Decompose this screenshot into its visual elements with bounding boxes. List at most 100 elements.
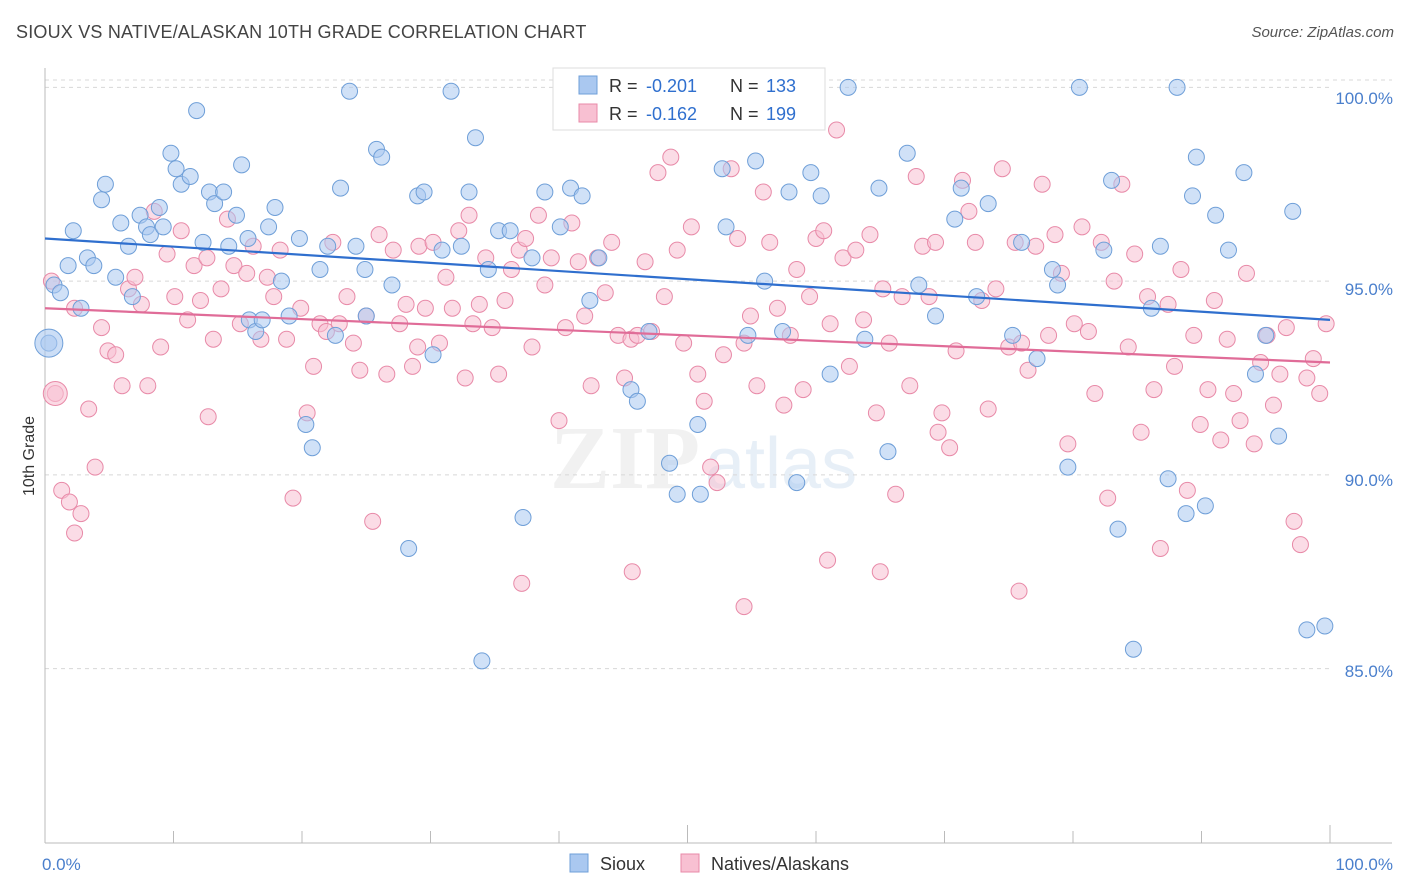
native-point [596, 284, 614, 302]
native-point [993, 160, 1011, 178]
native-point [874, 280, 892, 298]
r-label: R = [609, 76, 638, 96]
native-point [456, 369, 474, 387]
native-point [502, 261, 520, 278]
sioux-point [780, 183, 798, 201]
native-point [741, 307, 759, 325]
native-point [1311, 385, 1329, 402]
native-point [929, 423, 947, 441]
native-point [460, 206, 478, 224]
sioux-point [739, 326, 757, 344]
native-point [172, 222, 190, 240]
native-point [384, 241, 402, 259]
native-point [344, 334, 362, 352]
native-point [443, 299, 461, 317]
native-point [1185, 326, 1203, 344]
native-point [265, 288, 283, 306]
native-point [1132, 423, 1150, 441]
y-tick-label: 90.0% [1345, 471, 1393, 490]
native-point [271, 241, 289, 259]
native-point [689, 365, 707, 383]
sioux-point [452, 237, 470, 255]
sioux-point [357, 307, 375, 325]
sioux-point [1168, 78, 1186, 96]
sioux-point [473, 652, 491, 670]
sioux-point [870, 179, 888, 197]
native-point [582, 377, 600, 395]
native-point [258, 268, 276, 286]
native-point [529, 206, 547, 224]
native-point [1317, 315, 1335, 333]
native-point [191, 292, 209, 309]
native-point [794, 381, 812, 399]
native-point [1099, 489, 1117, 507]
native-point [668, 241, 686, 259]
sioux-point [1184, 187, 1202, 205]
native-point [72, 505, 90, 523]
sioux-point [802, 164, 820, 182]
native-point [212, 280, 230, 298]
native-point [139, 377, 157, 395]
sioux-point [812, 187, 830, 205]
native-point [861, 226, 879, 244]
native-point [107, 346, 125, 364]
native-point [1151, 540, 1169, 557]
sioux-point [141, 226, 159, 244]
native-point [204, 330, 222, 348]
sioux-point [162, 144, 180, 162]
sioux-point [1059, 458, 1077, 476]
native-point [1199, 381, 1217, 399]
native-points [42, 121, 1335, 616]
native-point [1285, 512, 1303, 530]
native-point [42, 381, 68, 406]
native-point [834, 249, 852, 267]
native-point [86, 458, 104, 476]
sioux-point [1070, 78, 1088, 96]
sioux-point [774, 323, 792, 340]
native-point [1245, 435, 1263, 453]
native-point [490, 365, 508, 383]
native-point [1119, 338, 1137, 356]
native-point [404, 357, 422, 375]
native-point [1191, 416, 1209, 433]
sioux-trendline [44, 237, 1331, 321]
native-point [126, 268, 144, 286]
native-point [649, 164, 667, 182]
sioux-point [167, 160, 185, 178]
native-point [775, 396, 793, 414]
native-point [464, 315, 482, 333]
native-point [768, 299, 786, 317]
native-point [338, 288, 356, 306]
native-point [1033, 175, 1051, 193]
sioux-point [479, 261, 497, 278]
native-point [933, 404, 951, 422]
sioux-point [400, 540, 418, 557]
sioux-point [1316, 617, 1334, 635]
sioux-point [1207, 206, 1225, 224]
native-point [729, 230, 747, 247]
sioux-point [1004, 326, 1022, 344]
sioux-point [188, 102, 206, 120]
native-point [907, 168, 925, 185]
sioux-point [661, 454, 679, 472]
native-point [410, 237, 428, 255]
sioux-point [239, 230, 257, 247]
y-axis-label: 10th Grade [21, 416, 38, 496]
native-point [761, 233, 779, 251]
sioux-point [717, 218, 735, 236]
sioux-point [93, 191, 111, 209]
native-point [735, 598, 753, 616]
native-point [1291, 536, 1309, 554]
native-point [682, 218, 700, 236]
sioux-point [1270, 427, 1288, 445]
native-point [351, 361, 369, 379]
sioux-point [1151, 237, 1169, 255]
r-value: -0.162 [646, 104, 697, 124]
sioux-point [788, 474, 806, 492]
sioux-point [332, 179, 350, 197]
sioux-point [910, 276, 928, 294]
trend-lines [44, 237, 1331, 364]
sioux-point [1257, 326, 1275, 344]
native-point [1059, 435, 1077, 453]
n-value: 199 [766, 104, 796, 124]
